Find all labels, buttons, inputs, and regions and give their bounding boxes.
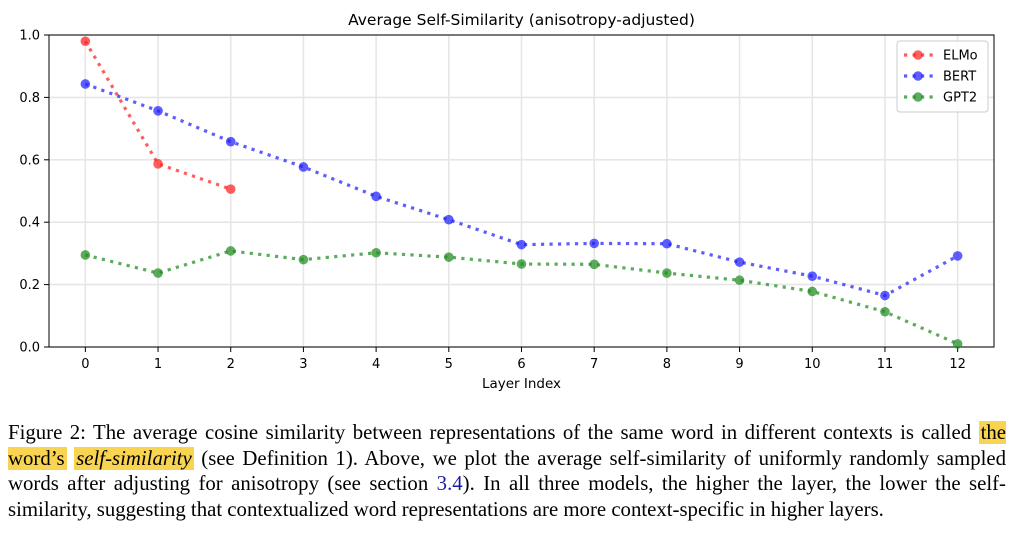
figure-caption: Figure 2: The average cosine similarity … <box>8 420 1006 522</box>
x-tick-label: 0 <box>81 357 89 372</box>
data-point-gpt2 <box>444 252 454 262</box>
x-tick-label: 1 <box>154 357 162 372</box>
data-point-elmo <box>225 184 236 194</box>
data-point-bert <box>444 214 454 225</box>
x-tick-label: 6 <box>517 357 525 372</box>
x-tick-label: 7 <box>590 357 598 372</box>
data-point-gpt2 <box>952 339 963 349</box>
chart: 0 1 2 3 4 5 6 7 8 9 10 11 12 0.0 0.2 0.4 0.6 0.8 1.0 Averag… <box>19 11 995 392</box>
data-point-elmo <box>80 36 91 47</box>
data-point-bert <box>153 106 163 116</box>
y-tick-label: 0.4 <box>19 216 40 231</box>
data-point-bert <box>734 257 745 267</box>
x-tick-label: 4 <box>372 357 380 372</box>
line-chart: 0 1 2 3 4 5 6 7 8 9 10 11 120.00.20.40.60.81.0Averag… <box>19 11 995 392</box>
y-tick-label: 0.2 <box>19 278 40 293</box>
data-point-gpt2 <box>80 250 91 260</box>
caption-label: Figure 2: <box>8 421 86 444</box>
x-axis-label: Layer Index <box>482 376 561 392</box>
y-tick-label: 0.8 <box>19 91 40 106</box>
data-point-bert <box>807 271 818 281</box>
data-point-gpt2 <box>298 254 309 265</box>
x-tick-label: 12 <box>949 357 966 372</box>
caption-text-3: ). In all three models, the higher the l… <box>8 472 1006 521</box>
x-tick-label: 3 <box>299 357 307 372</box>
data-point-gpt2 <box>589 259 599 270</box>
legend-marker-bert <box>913 71 923 81</box>
y-tick-label: 1.0 <box>19 29 40 44</box>
x-tick-label: 11 <box>877 357 894 372</box>
legend-label-elmo: ELMo <box>943 49 978 64</box>
data-point-bert <box>80 79 91 89</box>
x-tick-label: 9 <box>735 357 743 372</box>
data-point-gpt2 <box>734 275 745 286</box>
data-point-elmo <box>153 159 163 169</box>
data-point-gpt2 <box>371 247 381 258</box>
caption-text-2: (see Definition 1). Above, we plot the a… <box>8 446 1007 496</box>
data-point-bert <box>589 238 599 249</box>
x-tick-label: 2 <box>227 357 235 372</box>
x-tick-label: 5 <box>445 357 453 372</box>
caption-highlight-2: self-similarity <box>74 446 194 470</box>
legend-marker-elmo <box>913 50 923 60</box>
data-point-bert <box>298 162 309 172</box>
y-tick-label: 0.0 <box>19 341 40 356</box>
chart-title: Average Self-Similarity (anisotropy-adju… <box>348 11 695 29</box>
data-point-gpt2 <box>153 268 163 278</box>
data-point-gpt2 <box>516 259 527 269</box>
y-tick-label: 0.6 <box>19 153 40 168</box>
data-point-gpt2 <box>807 286 818 297</box>
data-point-gpt2 <box>225 246 236 256</box>
legend-marker-gpt2 <box>913 92 923 102</box>
data-point-bert <box>516 239 527 250</box>
x-tick-label: 8 <box>663 357 671 372</box>
data-point-bert <box>371 191 381 202</box>
x-tick-label: 10 <box>804 357 821 372</box>
caption-highlight-2-italic: self-similarity <box>76 446 192 470</box>
data-point-bert <box>225 136 236 147</box>
data-point-gpt2 <box>880 306 890 317</box>
legend-label-gpt2: GPT2 <box>943 91 977 106</box>
data-point-bert <box>952 251 963 261</box>
data-point-bert <box>662 238 672 249</box>
data-point-gpt2 <box>662 268 672 278</box>
data-point-bert <box>880 290 890 301</box>
caption-section-link[interactable]: 3.4 <box>436 472 463 495</box>
caption-text-1: The average cosine similarity between re… <box>85 421 979 444</box>
legend-label-bert: BERT <box>943 70 976 85</box>
